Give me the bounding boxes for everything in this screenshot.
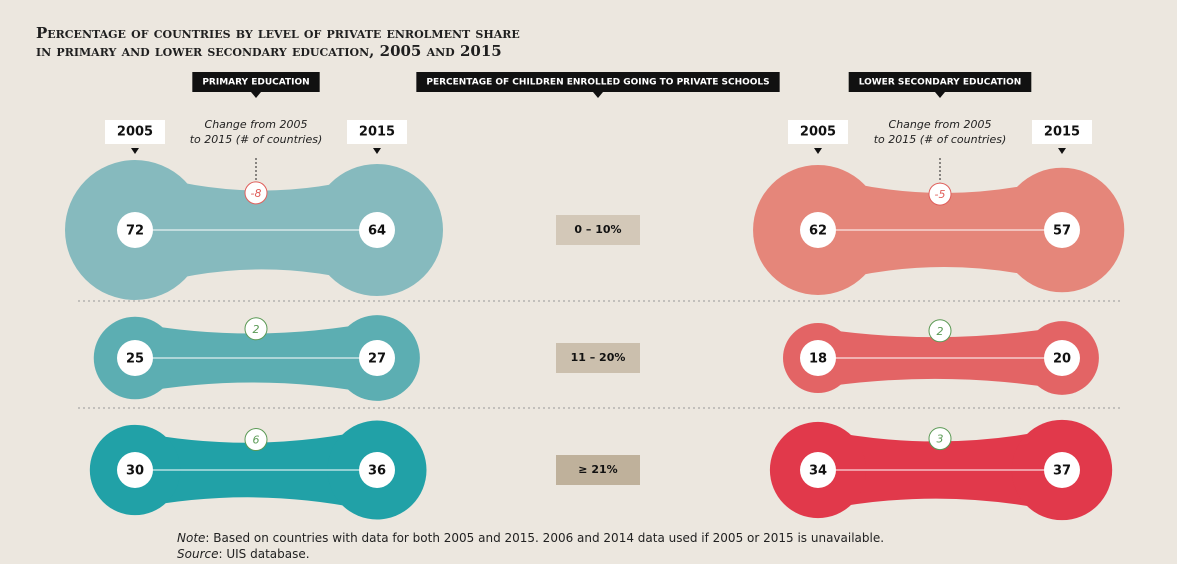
pointer xyxy=(814,148,822,154)
source-text: UIS database. xyxy=(226,547,309,561)
category-box xyxy=(556,343,640,373)
change-value: -5 xyxy=(935,188,946,201)
value-dot xyxy=(117,212,153,248)
category-box xyxy=(556,215,640,245)
change-label: to 2015 (# of countries) xyxy=(874,133,1007,146)
category-label: 11 – 20% xyxy=(571,351,626,364)
header-box xyxy=(416,72,780,92)
value-label: 64 xyxy=(368,224,386,239)
value-label: 25 xyxy=(126,352,144,367)
change-value: 6 xyxy=(253,434,260,447)
value-label: 27 xyxy=(368,352,386,367)
value-dot xyxy=(117,340,153,376)
value-label: 72 xyxy=(126,224,144,239)
year-box xyxy=(347,120,407,144)
value-label: 36 xyxy=(368,464,386,479)
source-label: Source xyxy=(177,547,218,561)
note-label: Note xyxy=(177,531,205,545)
change-badge xyxy=(244,317,268,341)
year-box xyxy=(788,120,848,144)
value-dot xyxy=(1044,452,1080,488)
header-label: PERCENTAGE OF CHILDREN ENROLLED GOING TO… xyxy=(426,78,769,88)
title-line: Percentage of countries by level of priv… xyxy=(36,24,520,42)
value-label: 37 xyxy=(1053,464,1071,479)
pointer xyxy=(593,92,603,98)
category-label: 0 – 10% xyxy=(574,223,621,236)
change-badge xyxy=(928,319,952,343)
year-box xyxy=(105,120,165,144)
pointer xyxy=(373,148,381,154)
pointer xyxy=(251,92,261,98)
year-box xyxy=(1032,120,1092,144)
value-label: 20 xyxy=(1053,352,1071,367)
change-label: Change from 2005 xyxy=(205,118,308,131)
year-label: 2005 xyxy=(117,125,153,140)
category-label: ≥ 21% xyxy=(578,463,617,476)
value-dot xyxy=(800,452,836,488)
change-badge xyxy=(244,181,268,205)
value-label: 34 xyxy=(809,464,827,479)
title-line: in primary and lower secondary education… xyxy=(36,42,502,60)
value-dot xyxy=(1044,340,1080,376)
value-dot xyxy=(359,212,395,248)
value-dot xyxy=(1044,212,1080,248)
pointer xyxy=(935,92,945,98)
value-label: 18 xyxy=(809,352,827,367)
colon: : xyxy=(205,531,213,545)
note: Note: Based on countries with data for b… xyxy=(177,531,884,545)
header-label: LOWER SECONDARY EDUCATION xyxy=(859,78,1022,88)
pointer xyxy=(1058,148,1066,154)
change-badge xyxy=(244,428,268,452)
year-label: 2015 xyxy=(1044,125,1080,140)
change-value: -8 xyxy=(251,187,262,200)
value-label: 62 xyxy=(809,224,827,239)
category-box xyxy=(556,455,640,485)
source: Source: UIS database. xyxy=(177,547,310,561)
header-box xyxy=(848,72,1032,92)
change-label: to 2015 (# of countries) xyxy=(190,133,323,146)
value-label: 30 xyxy=(126,464,144,479)
change-value: 3 xyxy=(937,433,944,446)
value-label: 57 xyxy=(1053,224,1071,239)
header-box xyxy=(192,72,320,92)
value-dot xyxy=(800,340,836,376)
value-dot xyxy=(117,452,153,488)
change-label: Change from 2005 xyxy=(889,118,992,131)
pointer xyxy=(131,148,139,154)
note-text: Based on countries with data for both 20… xyxy=(213,531,884,545)
year-label: 2005 xyxy=(800,125,836,140)
header-label: PRIMARY EDUCATION xyxy=(202,78,309,88)
change-value: 2 xyxy=(937,325,944,338)
value-dot xyxy=(359,452,395,488)
change-badge xyxy=(928,427,952,451)
year-label: 2015 xyxy=(359,125,395,140)
value-dot xyxy=(800,212,836,248)
colon: : xyxy=(218,547,226,561)
change-badge xyxy=(928,182,952,206)
change-value: 2 xyxy=(253,323,260,336)
value-dot xyxy=(359,340,395,376)
